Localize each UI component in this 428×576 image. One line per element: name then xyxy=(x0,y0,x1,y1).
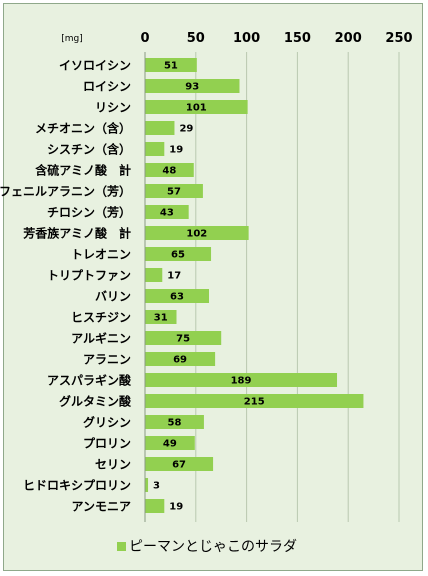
bar xyxy=(145,310,177,324)
bar xyxy=(145,331,222,345)
bar xyxy=(145,247,212,261)
data-label: 57 xyxy=(167,187,181,198)
category-label: チロシン（芳） xyxy=(47,205,131,220)
data-label: 29 xyxy=(179,124,193,135)
bar xyxy=(145,478,149,492)
data-label: 75 xyxy=(176,334,190,345)
category-label: トリプトファン xyxy=(47,268,131,283)
data-label: 189 xyxy=(231,376,252,387)
x-tick-label: 50 xyxy=(187,31,205,46)
category-label: プロリン xyxy=(83,436,131,451)
x-tick-label: 150 xyxy=(284,31,311,46)
category-label: セリン xyxy=(95,458,131,472)
data-label: 102 xyxy=(186,229,207,240)
bar xyxy=(145,352,216,366)
category-label: ヒスチジン xyxy=(71,311,131,325)
bar xyxy=(145,163,194,177)
bar xyxy=(145,373,338,387)
data-label: 215 xyxy=(244,397,265,408)
data-label: 3 xyxy=(153,481,160,492)
data-label: 19 xyxy=(169,502,183,513)
data-label: 67 xyxy=(172,460,186,471)
category-label: トレオニン xyxy=(71,248,131,262)
bar xyxy=(145,457,214,471)
category-label: イソロイシン xyxy=(59,59,131,73)
category-label: ロイシン xyxy=(83,80,131,94)
x-tick-label: 0 xyxy=(140,31,149,46)
bar xyxy=(145,205,189,219)
category-label: フェニルアラニン（芳） xyxy=(0,184,131,199)
category-label: メチオニン（含） xyxy=(35,121,131,136)
data-label: 58 xyxy=(168,418,182,429)
unit-label: [mg] xyxy=(61,34,83,44)
data-label: 19 xyxy=(169,145,183,156)
category-label: アスパラギン酸 xyxy=(47,373,132,388)
data-label: 17 xyxy=(167,271,181,282)
bar xyxy=(145,415,204,429)
category-label: アンモニア xyxy=(71,500,131,514)
data-label: 65 xyxy=(171,250,185,261)
bar xyxy=(145,289,210,303)
category-label: 含硫アミノ酸 計 xyxy=(35,163,131,178)
category-label: グリシン xyxy=(83,415,131,430)
category-label: バリン xyxy=(95,290,131,304)
data-label: 48 xyxy=(162,166,176,177)
category-label: シスチン（含） xyxy=(47,142,131,157)
category-label: ヒドロキシプロリン xyxy=(23,478,131,493)
category-label: アルギニン xyxy=(71,331,131,346)
data-label: 31 xyxy=(154,313,168,324)
legend-label: ピーマンとじゃこのサラダ xyxy=(129,539,297,555)
category-label: リシン xyxy=(95,101,131,115)
x-tick-label: 200 xyxy=(335,31,362,46)
bar xyxy=(145,58,197,72)
data-label: 43 xyxy=(160,208,174,219)
x-tick-label: 100 xyxy=(233,31,260,46)
bar xyxy=(145,499,165,513)
x-tick-label: 250 xyxy=(385,31,412,46)
bar xyxy=(145,436,195,450)
bar xyxy=(145,79,240,93)
legend-swatch xyxy=(117,541,126,551)
bar xyxy=(145,184,203,198)
category-label: グルタミン酸 xyxy=(59,394,132,409)
bar xyxy=(145,100,248,114)
chart-frame xyxy=(3,3,423,571)
category-label: アラニン xyxy=(83,353,131,367)
data-label: 69 xyxy=(173,355,187,366)
category-label: 芳香族アミノ酸 計 xyxy=(23,226,131,241)
data-label: 51 xyxy=(164,61,178,72)
bar xyxy=(145,142,165,156)
bar xyxy=(145,121,175,135)
bar xyxy=(145,226,249,240)
bar xyxy=(145,394,364,408)
data-label: 63 xyxy=(170,292,184,303)
bar xyxy=(145,268,163,282)
data-label: 101 xyxy=(186,103,207,114)
legend: ピーマンとじゃこのサラダ xyxy=(117,536,297,556)
data-label: 49 xyxy=(163,439,177,450)
data-label: 93 xyxy=(185,82,199,93)
